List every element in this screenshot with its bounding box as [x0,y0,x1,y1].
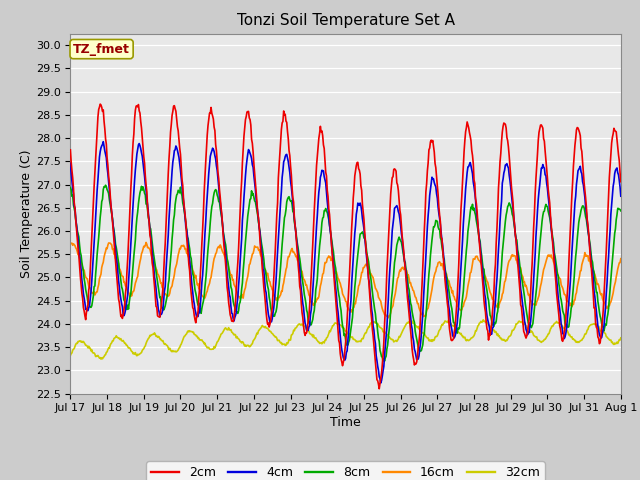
Y-axis label: Soil Temperature (C): Soil Temperature (C) [20,149,33,278]
Legend: 2cm, 4cm, 8cm, 16cm, 32cm: 2cm, 4cm, 8cm, 16cm, 32cm [147,461,545,480]
X-axis label: Time: Time [330,416,361,429]
Title: Tonzi Soil Temperature Set A: Tonzi Soil Temperature Set A [237,13,454,28]
Text: TZ_fmet: TZ_fmet [73,43,130,56]
